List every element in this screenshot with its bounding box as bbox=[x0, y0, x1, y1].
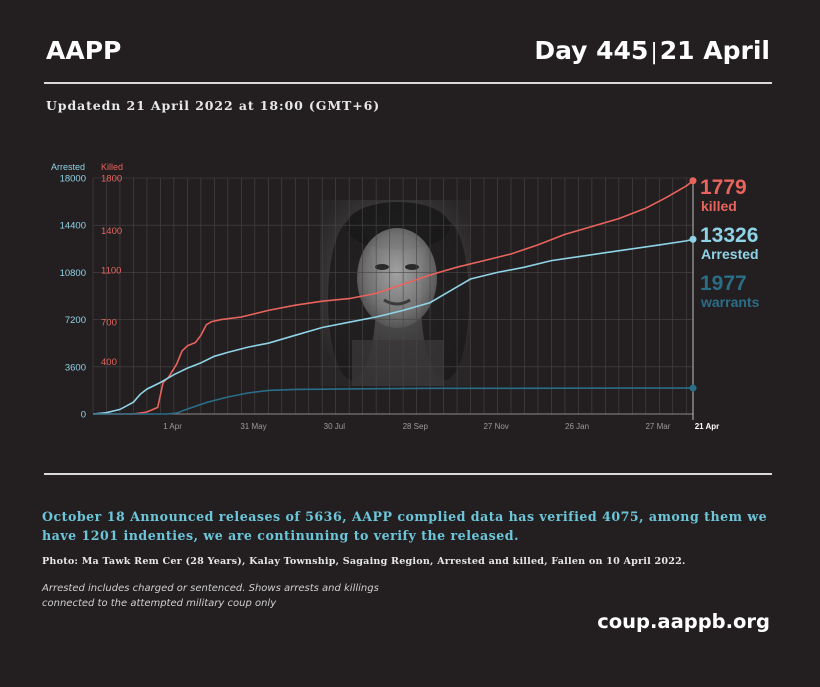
left-tick-label: 14400 bbox=[60, 221, 86, 232]
left-tick-label: 18000 bbox=[60, 174, 86, 185]
announcement-text: October 18 Announced releases of 5636, A… bbox=[42, 509, 768, 543]
left-axis-title: Arrested bbox=[51, 162, 85, 172]
chart-grid bbox=[92, 177, 693, 415]
photo-caption: Photo: Ma Tawk Rem Cer (28 Years), Kalay… bbox=[42, 556, 686, 567]
x-tick-label: 27 Mar bbox=[645, 422, 670, 431]
killed-tick-label: 1800 bbox=[101, 174, 122, 185]
left-tick-label: 3600 bbox=[65, 362, 86, 373]
left-tick-label: 10800 bbox=[60, 268, 86, 279]
casualty-chart: Arrested Killed 18000 14400 10800 7200 3600 0 18… bbox=[51, 162, 760, 431]
chart-series bbox=[92, 177, 697, 415]
brand-title: AAPP bbox=[46, 36, 122, 65]
series-endpoint-warrants bbox=[689, 384, 697, 392]
day-counter: Day 445|21 April bbox=[534, 36, 770, 65]
value-label-warrants: 1977 bbox=[700, 272, 747, 295]
series-line-killed bbox=[93, 180, 694, 415]
chart-axes: Arrested Killed 18000 14400 10800 7200 3600 0 18… bbox=[51, 162, 719, 431]
killed-tick-label: 1400 bbox=[101, 226, 122, 237]
x-tick-label: 1 Apr bbox=[163, 422, 182, 431]
x-tick-label: 26 Jan bbox=[565, 422, 589, 431]
series-endpoint-killed bbox=[689, 177, 697, 185]
killed-tick-label: 400 bbox=[101, 357, 117, 368]
x-tick-label: 21 Apr bbox=[695, 422, 720, 431]
value-label-killed: 1779 bbox=[700, 176, 747, 199]
killed-tick-label: 700 bbox=[101, 318, 117, 329]
footnote: Arrested includes charged or sentenced. … bbox=[42, 583, 379, 609]
value-label-arrested: 13326 bbox=[700, 224, 758, 247]
killed-tick-label: 1100 bbox=[101, 265, 121, 276]
x-tick-label: 28 Sep bbox=[403, 422, 429, 431]
top-divider bbox=[44, 82, 772, 84]
left-tick-label: 0 bbox=[81, 410, 86, 421]
day-separator: | bbox=[650, 40, 658, 65]
x-tick-label: 31 May bbox=[240, 422, 266, 431]
bottom-divider bbox=[44, 473, 772, 475]
series-name-warrants: warrants bbox=[700, 294, 760, 310]
series-name-killed: killed bbox=[701, 198, 737, 214]
series-endpoint-arrested bbox=[689, 235, 697, 243]
series-line-arrested bbox=[92, 238, 694, 415]
website-link[interactable]: coup.aappb.org bbox=[597, 610, 770, 633]
x-tick-label: 27 Nov bbox=[483, 422, 508, 431]
updated-timestamp: Updatedn 21 April 2022 at 18:00 (GMT+6) bbox=[46, 98, 381, 113]
left-tick-label: 7200 bbox=[65, 315, 86, 326]
date-label: 21 April bbox=[659, 36, 770, 65]
right-axis-title: Killed bbox=[101, 162, 123, 172]
day-label: Day 445 bbox=[534, 36, 649, 65]
series-name-arrested: Arrested bbox=[701, 246, 759, 262]
x-tick-label: 30 Jul bbox=[324, 422, 346, 431]
series-line-warrants bbox=[93, 387, 693, 415]
